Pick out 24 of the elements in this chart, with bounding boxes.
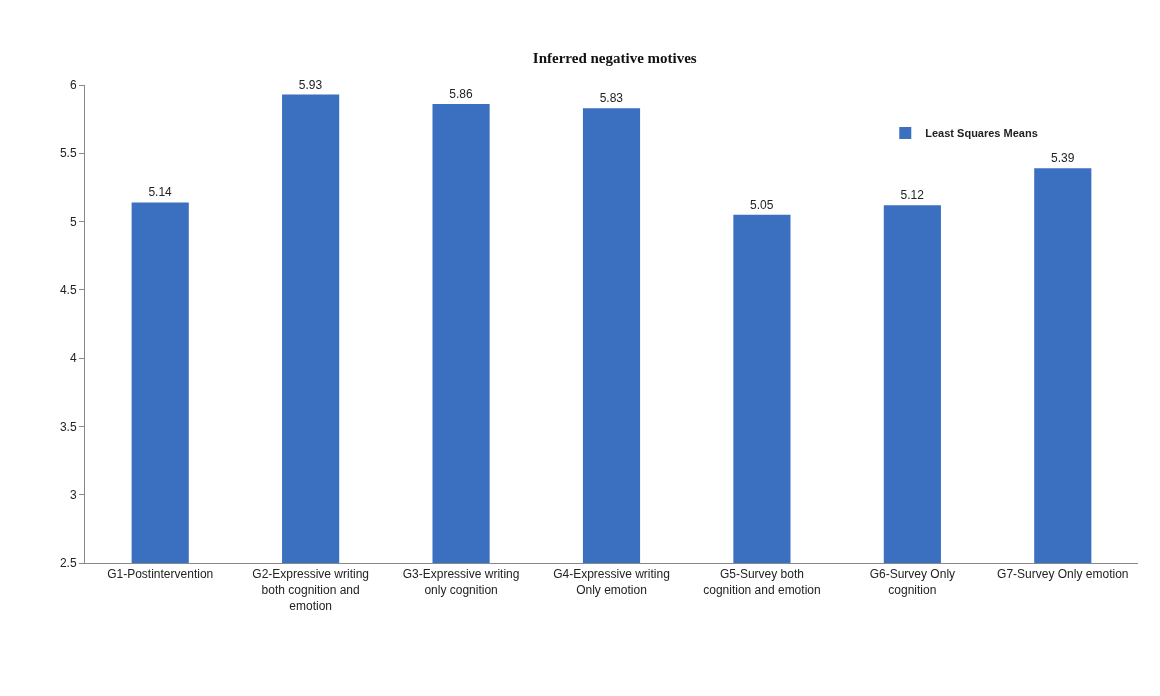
y-tick-label: 4	[69, 351, 77, 366]
chart-title: Inferred negative motives	[532, 49, 697, 66]
data-label: 5.86	[449, 87, 473, 102]
data-label: 5.39	[1050, 151, 1075, 166]
y-tick-label: 5	[69, 214, 77, 229]
data-label: 5.83	[599, 91, 624, 106]
x-tick-label: G6-Survey Only cognition	[869, 567, 956, 597]
x-tick-label: G7-Survey Only emotion	[997, 567, 1129, 582]
y-tick-label: 3	[69, 487, 77, 502]
x-tick-label: G3-Expressive writing only cognition	[402, 567, 520, 597]
x-tick-label: G5-Survey both cognition and emotion	[703, 567, 821, 597]
x-tick-label: G1-Postintervention	[107, 567, 214, 582]
y-tick-label: 4.5	[59, 283, 77, 298]
y-tick-label: 5.5	[59, 146, 77, 161]
y-tick-label: 2.5	[59, 556, 77, 571]
y-tick-label: 3.5	[59, 419, 77, 434]
data-label: 5.05	[750, 197, 774, 212]
y-tick-label: 6	[69, 78, 77, 93]
data-label: 5.14	[148, 185, 173, 200]
legend-label: Least Squares Means	[925, 127, 1038, 140]
data-label: 5.12	[900, 188, 925, 203]
x-tick-label: G4-Expressive writing Only emotion	[553, 567, 670, 597]
data-label: 5.93	[298, 77, 323, 92]
x-tick-label: G2-Expressive writing both cognition and emotion	[252, 567, 369, 613]
